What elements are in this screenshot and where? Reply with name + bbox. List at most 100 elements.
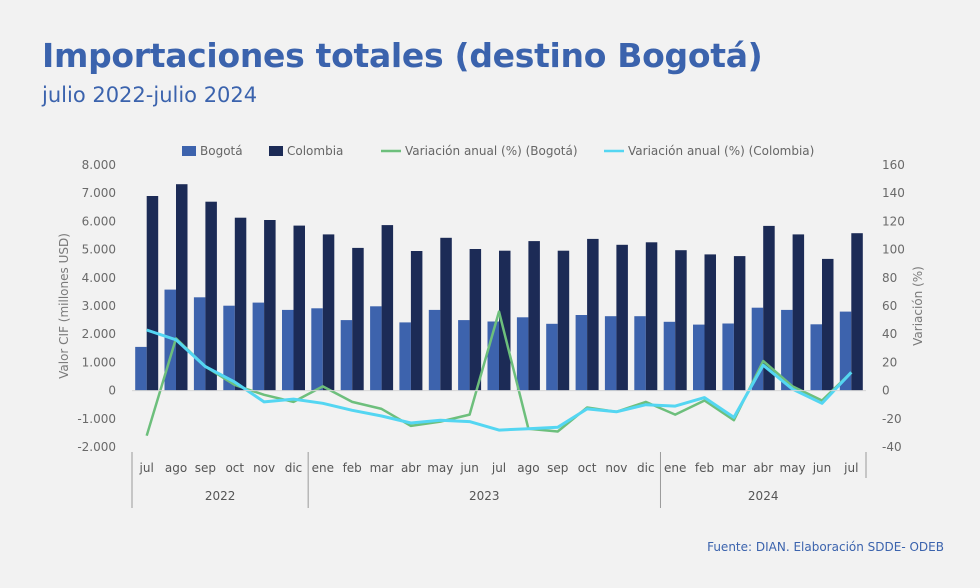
x-year-label: 2024 — [748, 489, 779, 503]
y-right-axis-title: Variación (%) — [911, 266, 925, 346]
legend-label: Variación anual (%) (Colombia) — [628, 144, 814, 158]
y-left-tick-label: 8.000 — [82, 158, 116, 172]
y-right-tick-label: 20 — [882, 355, 897, 369]
lines-layer — [145, 310, 853, 437]
x-tick-label: sep — [547, 461, 568, 475]
legend: Bogotá Colombia Variación anual (%) (Bogot… — [182, 144, 814, 158]
bar-bogota — [223, 305, 235, 391]
legend-swatch-bogota — [182, 146, 196, 156]
legend-label: Bogotá — [200, 144, 243, 158]
bar-colombia — [410, 251, 423, 391]
bar-colombia — [322, 234, 335, 391]
y-left-tick-label: -2.000 — [77, 440, 116, 454]
x-tick-label: mar — [722, 461, 746, 475]
bar-bogota — [311, 308, 323, 391]
x-tick-label: jun — [812, 461, 832, 475]
y-left-tick-label: 4.000 — [82, 271, 116, 285]
y-right-tick-label: 60 — [882, 299, 897, 313]
bar-colombia — [176, 184, 188, 391]
bar-colombia — [822, 258, 834, 391]
x-tick-label: feb — [695, 461, 714, 475]
axes-layer: -2.000 -1.000 0 1.000 2.000 3.000 4.000 5.000 6.… — [57, 158, 925, 508]
x-tick-label: may — [427, 461, 453, 475]
bar-colombia — [205, 201, 217, 391]
y-right-tick-label: -20 — [882, 412, 902, 426]
x-tick-label: nov — [605, 461, 627, 475]
bar-colombia — [763, 225, 775, 391]
bar-bogota — [781, 309, 793, 391]
y-right-tick-label: 40 — [882, 327, 897, 341]
bar-bogota — [487, 321, 499, 391]
bar-colombia — [469, 249, 482, 391]
bar-bogota — [839, 311, 852, 391]
bar-colombia — [499, 250, 511, 391]
x-year-label: 2023 — [469, 489, 500, 503]
bar-colombia — [146, 196, 159, 391]
bar-colombia — [264, 220, 276, 391]
bar-colombia — [675, 250, 687, 391]
bar-colombia — [587, 238, 599, 391]
bar-colombia — [645, 242, 658, 391]
bar-bogota — [458, 320, 470, 391]
bar-colombia — [528, 241, 540, 391]
x-tick-label: ago — [165, 461, 187, 475]
y-left-tick-label: 2.000 — [82, 327, 116, 341]
chart-title: Importaciones totales (destino Bogotá) — [42, 36, 763, 75]
x-tick-label: jun — [459, 461, 479, 475]
line-variacion-colombia — [146, 328, 853, 432]
bar-bogota — [135, 346, 147, 391]
legend-swatch-colombia — [269, 146, 283, 156]
bars-layer — [135, 184, 863, 391]
x-tick-label: jul — [139, 461, 154, 475]
chart-subtitle: julio 2022-julio 2024 — [42, 83, 258, 107]
x-tick-label: ene — [664, 461, 686, 475]
source-note: Fuente: DIAN. Elaboración SDDE- ODEB — [707, 540, 944, 554]
bar-colombia — [792, 234, 805, 391]
y-left-tick-label: 6.000 — [82, 214, 116, 228]
bar-bogota — [663, 321, 676, 391]
bar-bogota — [370, 306, 382, 391]
bar-bogota — [399, 322, 411, 391]
bar-bogota — [516, 317, 529, 391]
bar-bogota — [428, 309, 441, 391]
x-tick-label: dic — [637, 461, 655, 475]
x-tick-label: mar — [370, 461, 394, 475]
x-tick-label: dic — [285, 461, 303, 475]
bar-bogota — [575, 315, 588, 391]
x-tick-label: sep — [195, 461, 216, 475]
y-right-tick-label: 80 — [882, 271, 897, 285]
bar-colombia — [352, 247, 364, 391]
bar-bogota — [604, 316, 617, 391]
bar-colombia — [234, 217, 247, 391]
legend-label: Variación anual (%) (Bogotá) — [405, 144, 578, 158]
x-tick-label: jul — [843, 461, 858, 475]
bar-bogota — [634, 316, 646, 391]
bar-bogota — [164, 289, 176, 391]
y-left-axis-title: Valor CIF (millones USD) — [57, 233, 71, 379]
bar-bogota — [751, 307, 764, 391]
x-tick-label: abr — [753, 461, 773, 475]
x-tick-label: ene — [312, 461, 334, 475]
bar-bogota — [252, 302, 265, 391]
bar-colombia — [733, 256, 746, 391]
x-tick-label: oct — [578, 461, 597, 475]
x-tick-label: feb — [343, 461, 362, 475]
y-right-tick-label: -40 — [882, 440, 902, 454]
bar-colombia — [557, 250, 570, 391]
bar-colombia — [381, 225, 394, 391]
y-right-tick-label: 0 — [882, 384, 890, 398]
x-tick-label: ago — [517, 461, 539, 475]
bar-colombia — [440, 237, 452, 391]
y-left-tick-label: 3.000 — [82, 299, 116, 313]
y-left-tick-label: 7.000 — [82, 186, 116, 200]
y-right-tick-label: 160 — [882, 158, 905, 172]
line-variacion-bogota — [145, 310, 853, 437]
x-tick-label: abr — [401, 461, 421, 475]
bar-bogota — [193, 297, 206, 391]
x-tick-label: may — [780, 461, 806, 475]
y-right-tick-label: 140 — [882, 186, 905, 200]
bar-colombia — [616, 244, 628, 391]
y-left-tick-label: 1.000 — [82, 355, 116, 369]
bar-bogota — [810, 324, 822, 391]
bar-bogota — [722, 323, 734, 391]
